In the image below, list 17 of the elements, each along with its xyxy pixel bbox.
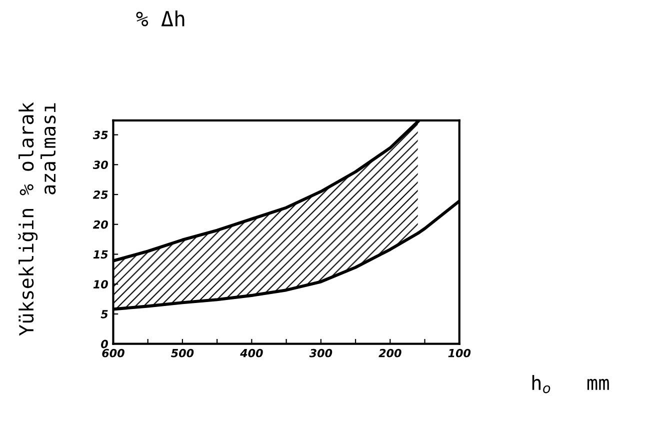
y-tick-label: 15 bbox=[93, 250, 108, 259]
y-tick-label: 20 bbox=[92, 220, 108, 229]
x-tick-label: 400 bbox=[240, 348, 263, 358]
x-tick-label: 300 bbox=[309, 348, 332, 358]
chart-title: % Δh bbox=[136, 10, 184, 26]
y-axis-title: Yüksekliğin % olarak azalması bbox=[18, 102, 56, 336]
y-tick-label: 35 bbox=[92, 130, 108, 140]
x-tick-label: 600 bbox=[102, 348, 124, 358]
x-tick-label: 100 bbox=[448, 348, 471, 358]
x-tick-label: 200 bbox=[378, 348, 402, 358]
y-tick-label: 0 bbox=[101, 340, 108, 348]
y-tick-label: 30 bbox=[92, 160, 108, 170]
y-tick-label: 10 bbox=[93, 280, 108, 288]
y-tick-label: 25 bbox=[92, 190, 108, 199]
text: h$_{o}$ mm bbox=[532, 375, 609, 394]
x-tick-label: 500 bbox=[171, 348, 194, 358]
y-tick-label: 5 bbox=[100, 310, 108, 318]
